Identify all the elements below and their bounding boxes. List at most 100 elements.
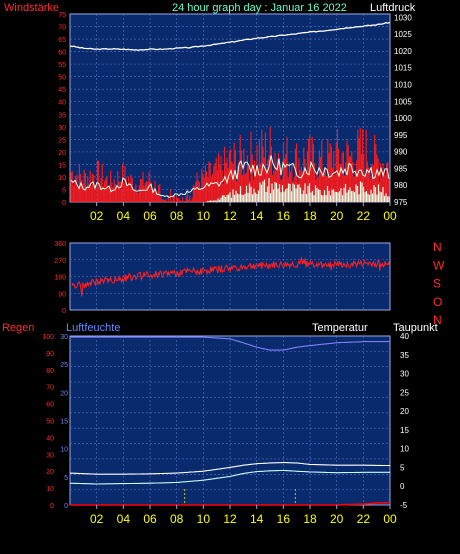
temperature-axis-tick-label: 30 <box>400 370 409 379</box>
wind-axis-tick-label: 30 <box>58 125 66 132</box>
wind-pressure-panel-x-tick-label: 00 <box>383 209 397 223</box>
climate-panel-x-tick-label: 04 <box>117 512 131 526</box>
rain-axis-tick-label: 10 <box>46 486 54 493</box>
rain-axis-tick-label: 60 <box>46 402 54 409</box>
rain-axis-tick-label: 70 <box>46 385 54 392</box>
compass-label: N <box>433 313 442 327</box>
direction-axis-tick-label: 270 <box>54 258 66 265</box>
wind-axis-tick-label: 70 <box>58 25 66 32</box>
wind-axis-tick-label: 75 <box>58 12 66 19</box>
direction-axis-tick-label: 0 <box>62 308 66 315</box>
direction-axis-tick-label: 360 <box>54 241 66 248</box>
pressure-axis-tick-label: 975 <box>394 198 408 207</box>
wind-axis-tick-label: 10 <box>58 175 66 182</box>
compass-label: O <box>433 295 442 309</box>
humidity-axis-tick-label: 0 <box>64 503 68 510</box>
climate-panel-x-tick-label: 02 <box>90 512 104 526</box>
wind-average-line <box>70 155 390 198</box>
rain-axis-tick-label: 100 <box>42 334 54 341</box>
wind-axis-tick-label: 25 <box>58 137 66 144</box>
wind-axis-tick-label: 5 <box>62 187 66 194</box>
header-windstaerke-label: Windstärke <box>4 2 59 14</box>
panel3-taupunkt-label: Taupunkt <box>393 322 438 334</box>
wind-pressure-panel-x-tick-label: 14 <box>250 209 264 223</box>
pressure-axis-tick-label: 1020 <box>394 47 412 56</box>
wind-direction-line <box>71 257 391 297</box>
compass-label: S <box>433 277 441 291</box>
pressure-axis-tick-label: 1010 <box>394 81 412 90</box>
pressure-axis-tick-label: 995 <box>394 131 408 140</box>
temperature-axis-tick-label: 25 <box>400 388 409 397</box>
temperature-line <box>69 462 391 475</box>
pressure-axis-tick-label: 1000 <box>394 114 412 123</box>
panel3-regen-label: Regen <box>2 322 34 334</box>
climate-panel-x-tick-label: 12 <box>223 512 237 526</box>
direction-axis-tick-label: 180 <box>54 275 66 282</box>
humidity-axis-tick-label: 30 <box>60 334 68 341</box>
climate-panel-x-tick-label: 14 <box>250 512 264 526</box>
pressure-axis-tick-label: 1015 <box>394 64 412 73</box>
wind-axis-tick-label: 15 <box>58 162 66 169</box>
humidity-line <box>70 336 390 351</box>
wind-pressure-panel-x-tick-label: 22 <box>357 209 371 223</box>
temperature-axis-tick-label: 35 <box>400 351 409 360</box>
header-title: 24 hour graph day : Januar 16 2022 <box>172 2 347 14</box>
rain-axis-tick-label: 30 <box>46 452 54 459</box>
wind-axis-tick-label: 60 <box>58 50 66 57</box>
wind-axis-tick-label: 40 <box>58 100 66 107</box>
wind-axis-tick-label: 50 <box>58 75 66 82</box>
pressure-axis-tick-label: 1025 <box>394 30 412 39</box>
pressure-line <box>69 21 391 51</box>
wind-axis-tick-label: 35 <box>58 112 66 119</box>
wind-axis-tick-label: 0 <box>62 200 66 207</box>
wind-pressure-panel-x-tick-label: 02 <box>90 209 104 223</box>
temperature-axis-tick-label: 40 <box>400 332 409 341</box>
humidity-axis-tick-label: 25 <box>60 362 68 369</box>
temperature-axis-tick-label: -5 <box>400 501 408 510</box>
rain-axis-tick-label: 80 <box>46 368 54 375</box>
compass-label: W <box>433 258 445 272</box>
humidity-axis-tick-label: 5 <box>64 475 68 482</box>
wind-pressure-panel-x-tick-label: 08 <box>170 209 184 223</box>
wind-axis-tick-label: 45 <box>58 87 66 94</box>
climate-panel-x-tick-label: 18 <box>303 512 317 526</box>
panel3-luftfeuchte-label: Luftfeuchte <box>66 322 120 334</box>
rain-axis-tick-label: 20 <box>46 469 54 476</box>
wind-pressure-panel-x-tick-label: 16 <box>277 209 291 223</box>
wind-axis-tick-label: 20 <box>58 150 66 157</box>
climate-panel-x-tick-label: 20 <box>330 512 344 526</box>
wind-pressure-panel-x-tick-label: 20 <box>330 209 344 223</box>
wind-pressure-panel-x-tick-label: 06 <box>143 209 157 223</box>
direction-axis-tick-label: 90 <box>58 291 66 298</box>
rain-axis-tick-label: 40 <box>46 435 54 442</box>
temperature-axis-tick-label: 15 <box>400 426 409 435</box>
rain-axis-tick-label: 90 <box>46 351 54 358</box>
humidity-axis-tick-label: 15 <box>60 419 68 426</box>
humidity-axis-tick-label: 10 <box>60 447 68 454</box>
wind-pressure-panel-x-tick-label: 12 <box>223 209 237 223</box>
wind-axis-tick-label: 55 <box>58 62 66 69</box>
dewpoint-line <box>69 469 390 485</box>
climate-panel-x-tick-label: 08 <box>170 512 184 526</box>
pressure-axis-tick-label: 985 <box>394 164 408 173</box>
temperature-axis-tick-label: 5 <box>400 463 405 472</box>
climate-panel-x-tick-label: 16 <box>277 512 291 526</box>
climate-panel-x-tick-label: 10 <box>197 512 211 526</box>
rain-axis-tick-label: 0 <box>50 503 54 510</box>
pressure-axis-tick-label: 990 <box>394 148 408 157</box>
rain-axis-tick-label: 50 <box>46 419 54 426</box>
climate-panel-x-tick-label: 06 <box>143 512 157 526</box>
wind-pressure-panel-x-tick-label: 04 <box>117 209 131 223</box>
temperature-axis-tick-label: 10 <box>400 445 409 454</box>
climate-panel-x-tick-label: 00 <box>383 512 397 526</box>
pressure-axis-tick-label: 980 <box>394 181 408 190</box>
header-luftdruck-label: Luftdruck <box>370 2 416 14</box>
temperature-axis-tick-label: 0 <box>400 482 405 491</box>
panel3-temperatur-label: Temperatur <box>312 322 368 334</box>
climate-panel-x-tick-label: 22 <box>357 512 371 526</box>
temperature-axis-tick-label: 20 <box>400 407 409 416</box>
humidity-axis-tick-label: 20 <box>60 390 68 397</box>
wind-pressure-panel-x-tick-label: 18 <box>303 209 317 223</box>
compass-label: N <box>433 240 442 254</box>
